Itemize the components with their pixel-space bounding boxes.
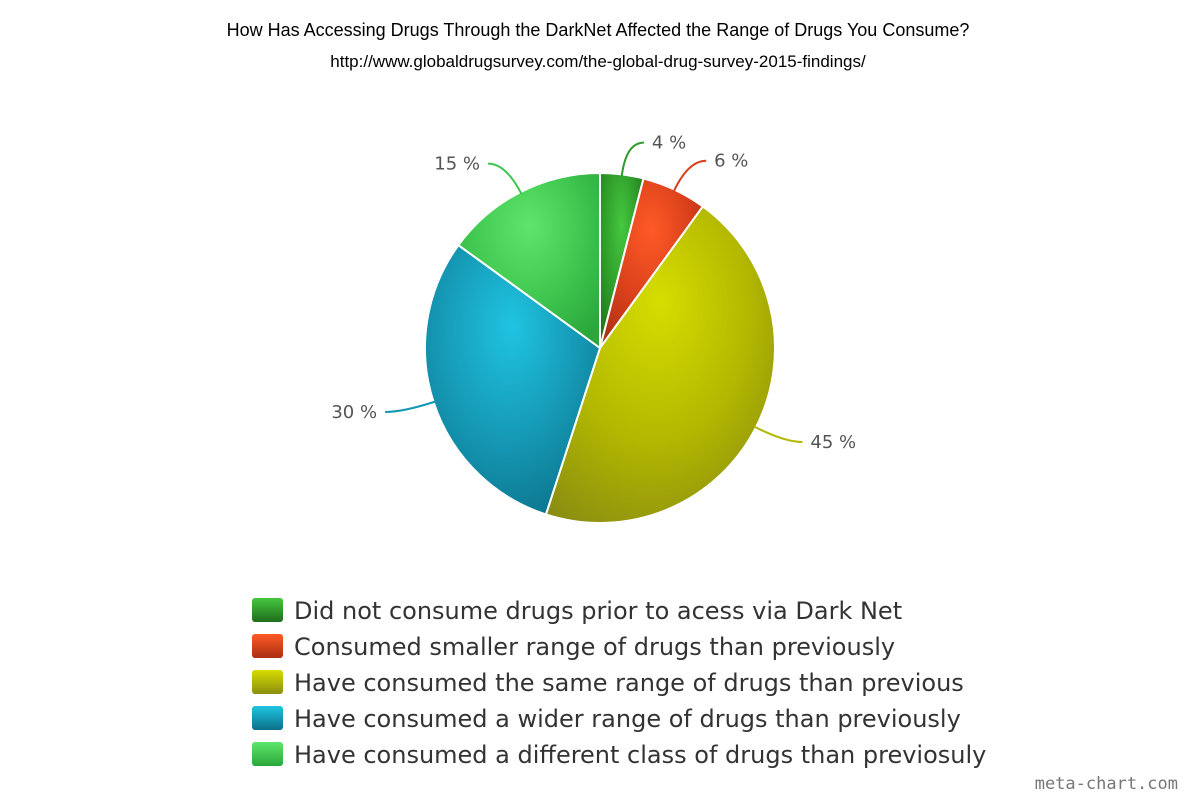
legend-item-label: Consumed smaller range of drugs than pre… xyxy=(294,633,895,661)
legend-item-label: Have consumed a wider range of drugs tha… xyxy=(294,705,961,733)
data-label: 45 % xyxy=(810,432,856,453)
chart-title: How Has Accessing Drugs Through the Dark… xyxy=(227,20,970,40)
pie-slices xyxy=(424,172,776,524)
legend-item-label: Did not consume drugs prior to acess via… xyxy=(294,597,902,625)
label-connector xyxy=(487,162,523,195)
legend: Did not consume drugs prior to acess via… xyxy=(252,597,986,769)
data-labels: 4 % 6 % 45 % 30 % 15 % xyxy=(331,133,856,453)
data-label: 6 % xyxy=(714,151,748,172)
label-connector xyxy=(620,141,644,177)
data-label: 4 % xyxy=(652,133,686,154)
legend-swatch xyxy=(252,670,283,694)
label-connector xyxy=(672,159,707,192)
legend-swatch xyxy=(252,634,283,658)
legend-swatch xyxy=(252,742,283,766)
legend-swatch xyxy=(252,706,283,730)
legend-swatch xyxy=(252,598,283,622)
legend-item-label: Have consumed the same range of drugs th… xyxy=(294,669,964,697)
label-connector xyxy=(753,425,803,443)
watermark: meta-chart.com xyxy=(1035,774,1178,794)
chart-subtitle: http://www.globaldrugsurvey.com/the-glob… xyxy=(330,52,866,71)
legend-item-label: Have consumed a different class of drugs… xyxy=(294,741,986,769)
label-connector xyxy=(385,400,436,413)
data-label: 15 % xyxy=(434,154,480,175)
data-label: 30 % xyxy=(331,402,377,423)
